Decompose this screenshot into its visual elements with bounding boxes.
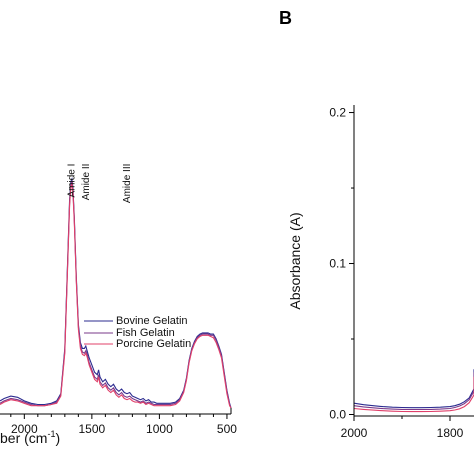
panel-b-series-line-0 [353, 369, 474, 409]
panel-b-letter: B [279, 8, 292, 28]
panel-a-chart: 2000 1500 1000 500 Amide I Amide II Amide III… [0, 164, 237, 446]
panel-a-x-tick-label: 1000 [146, 422, 173, 436]
panel-a-series-line-2 [0, 181, 232, 409]
panel-a-series-line-0 [0, 176, 232, 409]
panel-a-x-tick-label: 1500 [79, 422, 106, 436]
panel-a-annotation: Amide I [67, 164, 78, 198]
panel-b-y-tick-label: 0.2 [329, 106, 346, 120]
panel-a-series-lines [0, 176, 232, 409]
panel-a-legend-label: Fish Gelatin [116, 327, 175, 339]
panel-b-y-ticks: 0.0 0.1 0.2 [329, 106, 354, 421]
panel-a-x-ticks: 2000 1500 1000 500 [10, 414, 237, 436]
panel-a-legend-label: Porcine Gelatin [116, 338, 191, 350]
panel-a-series-line-1 [0, 179, 232, 409]
panel-b-x-tick-label: 2000 [341, 426, 368, 440]
panel-a-annotations: Amide I Amide II Amide III [67, 164, 133, 203]
panel-b-series-line-2 [353, 376, 474, 413]
panel-a-annotation: Amide II [81, 164, 92, 201]
panel-b-series-line-1 [353, 372, 474, 411]
panel-b-x-tick-label: 1800 [437, 426, 464, 440]
panel-a-x-axis-title: ber (cm-1) [0, 429, 60, 446]
panel-a-x-tick-label: 500 [217, 422, 237, 436]
panel-b-y-tick-label: 0.0 [329, 407, 346, 421]
panel-a-x-tick-label: 2000 [11, 422, 38, 436]
panel-b-chart: B 0.0 0.1 0.2 2000 1800 Absorbance (A) [279, 8, 474, 440]
panel-a-annotation: Amide III [122, 164, 133, 203]
panel-b-y-axis-title: Absorbance (A) [287, 212, 303, 309]
panel-b-y-tick-label: 0.1 [329, 257, 346, 271]
panel-a-legend-label: Bovine Gelatin [116, 315, 188, 327]
panel-b-series-lines [353, 369, 474, 413]
panel-b-x-ticks: 2000 1800 [341, 416, 464, 440]
